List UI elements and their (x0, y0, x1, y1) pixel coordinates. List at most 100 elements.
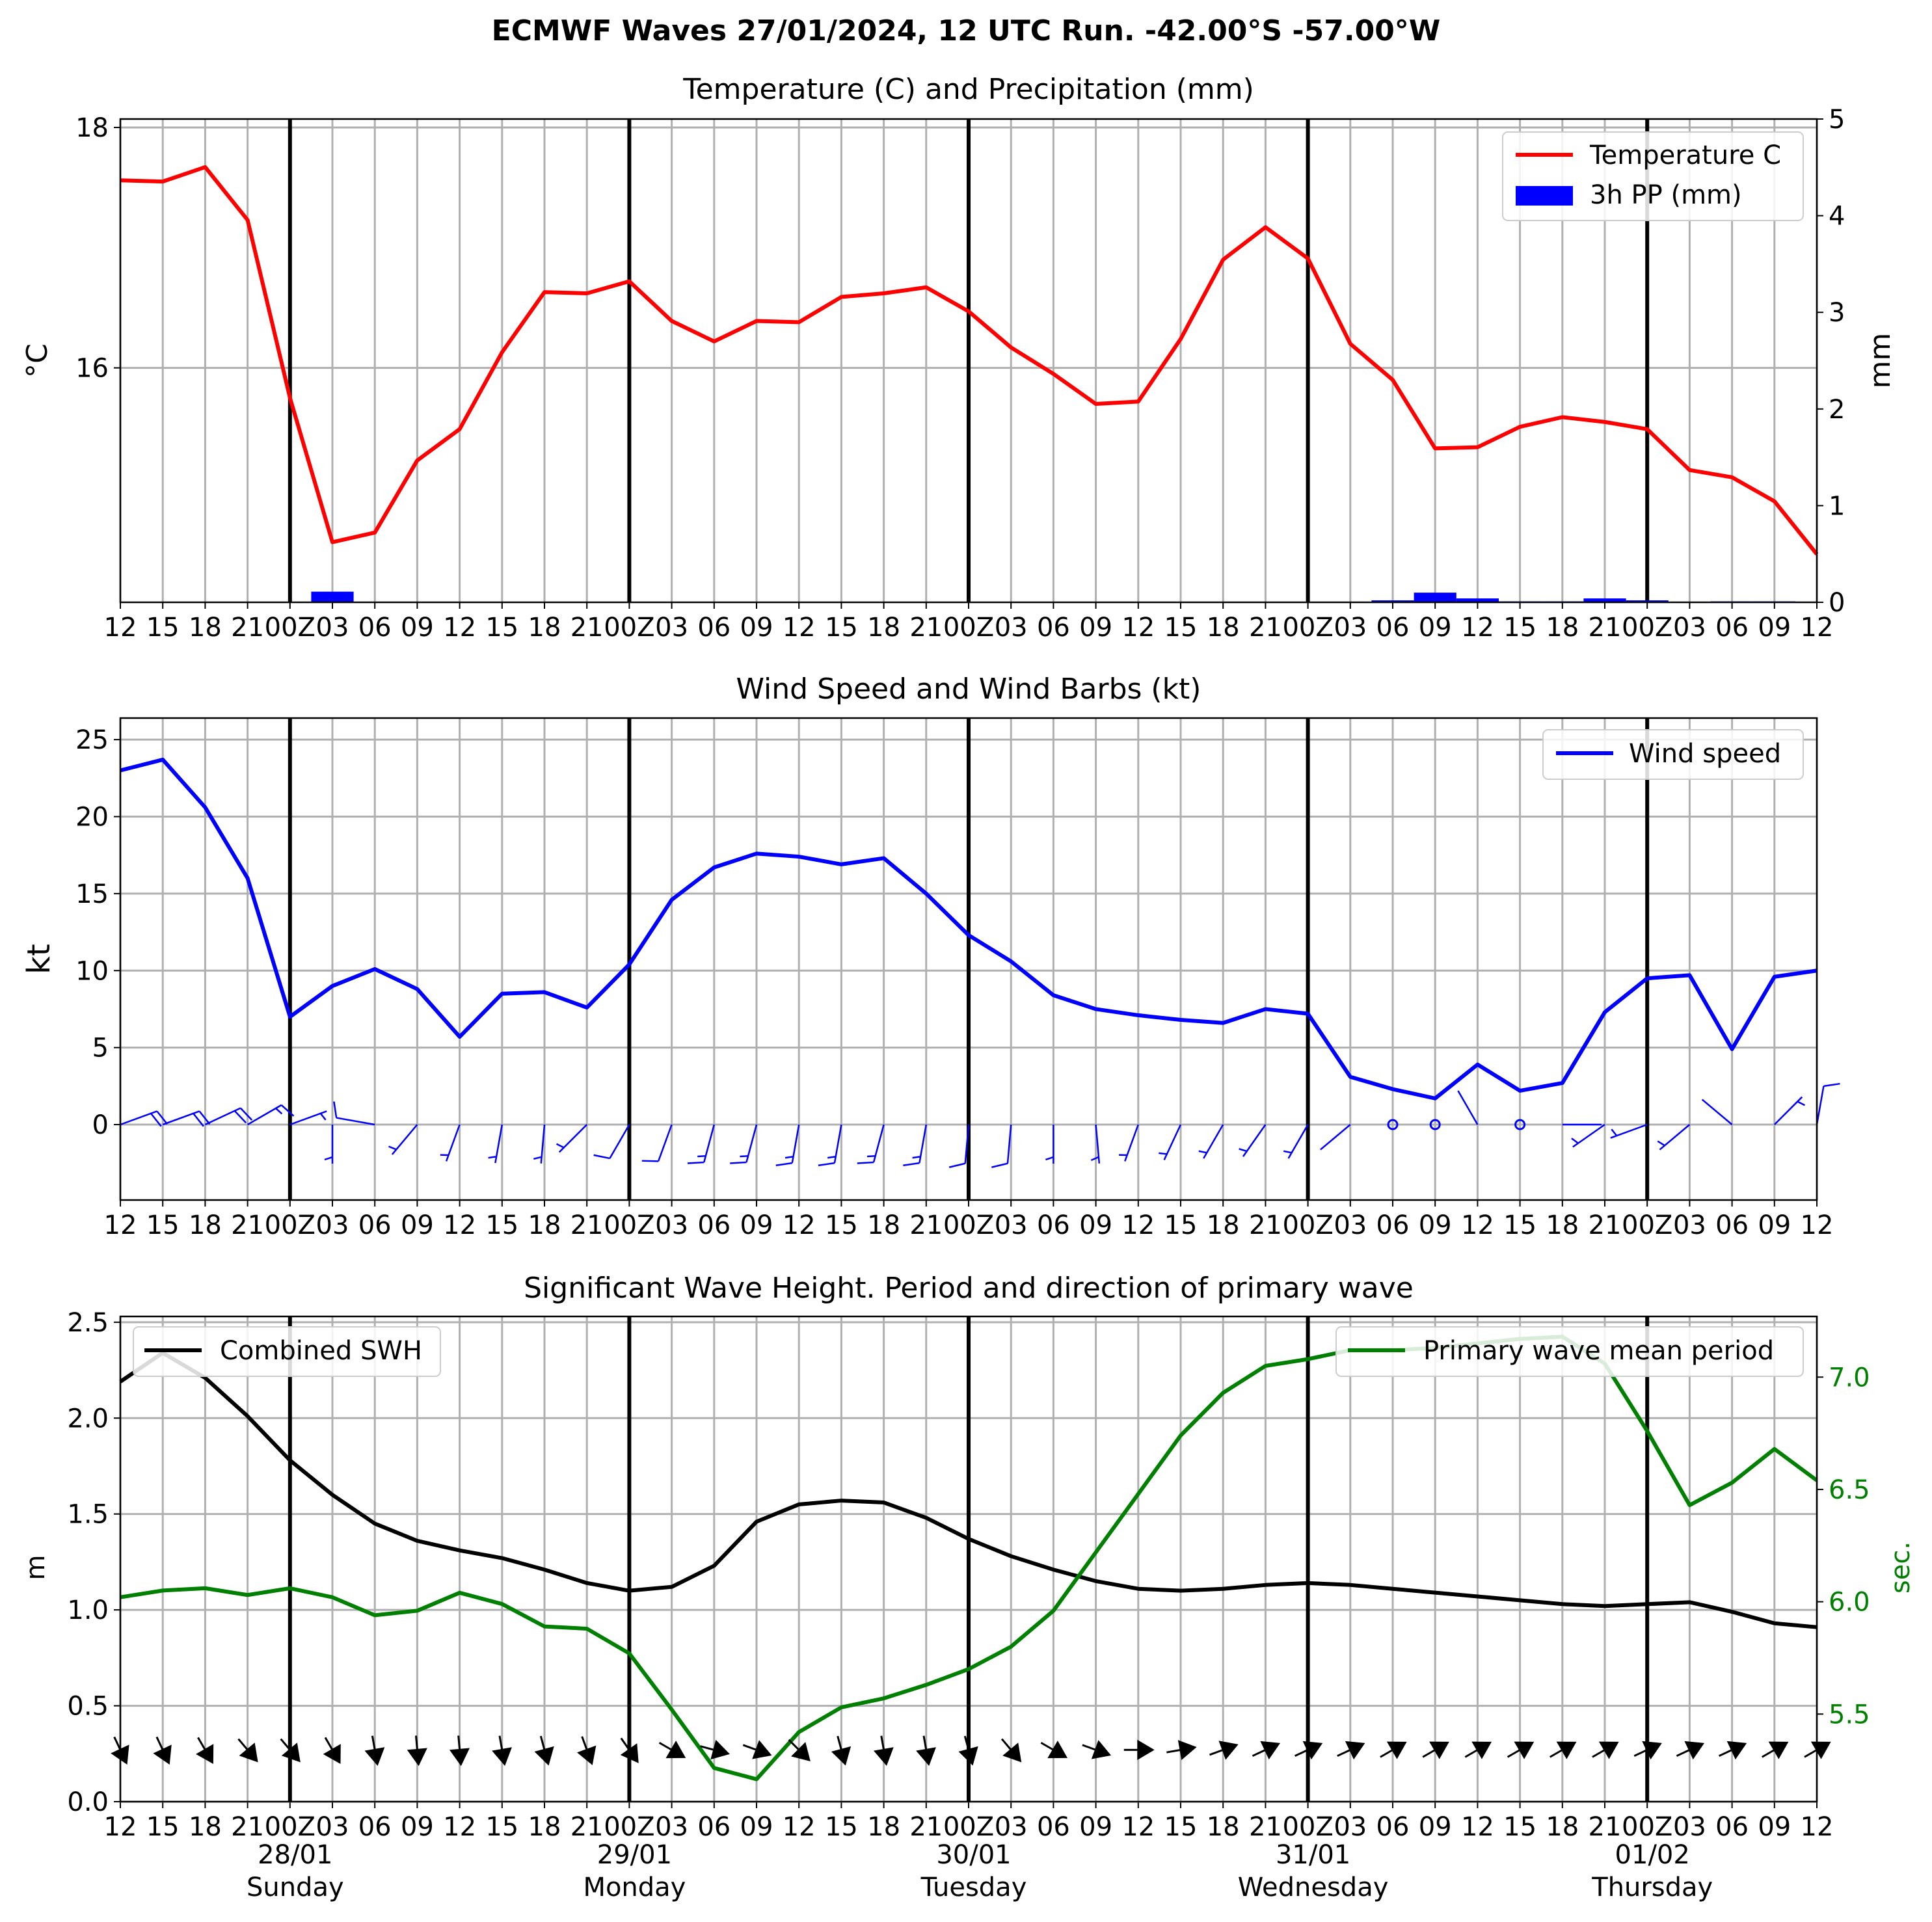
x-tick-label: 03 (1334, 613, 1367, 643)
y2-tick-label: 0 (1829, 588, 1845, 618)
plot-frame (119, 1315, 1818, 1803)
wind-barb (1119, 1124, 1139, 1162)
precipitation-bar (311, 591, 354, 602)
wind-barb (120, 1110, 168, 1127)
y-tick-label: 1.5 (67, 1500, 109, 1530)
wave-direction-arrow (658, 1741, 686, 1759)
x-tick-label: 15 (146, 613, 180, 643)
day-weekday-label: Tuesday (920, 1873, 1027, 1902)
wind-barb (948, 1124, 970, 1168)
wind-barb (556, 1124, 588, 1153)
y-axis-label: m (21, 1555, 51, 1581)
y-tick-label: 2.0 (67, 1404, 109, 1434)
wave-direction-arrow (492, 1735, 512, 1766)
wind-barb (488, 1124, 503, 1164)
x-tick-label: 09 (1419, 1812, 1452, 1842)
y-tick-label: 0 (92, 1110, 109, 1140)
x-tick-label: 18 (1207, 1210, 1240, 1240)
x-tick-label: 21 (1249, 613, 1282, 643)
y2-tick-label: 5.5 (1829, 1700, 1870, 1729)
wind-barb (1239, 1124, 1267, 1157)
x-tick-label: 12 (1801, 1210, 1834, 1240)
x-tick-label: 18 (189, 613, 222, 643)
x-tick-label: 06 (358, 613, 392, 643)
wave-direction-arrow (1082, 1740, 1112, 1759)
x-tick-label: 21 (1249, 1210, 1282, 1240)
x-tick-label: 03 (1673, 613, 1706, 643)
x-tick-label: 18 (1546, 1812, 1579, 1842)
x-tick-label: 18 (1207, 613, 1240, 643)
x-tick-label: 15 (825, 1812, 858, 1842)
x-tick-label: 12 (1121, 613, 1155, 643)
wind-barb (1283, 1124, 1309, 1159)
wind-barb (775, 1124, 800, 1167)
precipitation-bar (1626, 600, 1669, 602)
wave-direction-arrow (742, 1740, 772, 1759)
legend-label-temperature: Temperature C (1589, 140, 1781, 170)
x-tick-label: 03 (316, 1210, 349, 1240)
x-tick-label: 18 (867, 613, 900, 643)
legend-box (1542, 729, 1804, 780)
wave-panel: Significant Wave Height. Period and dire… (21, 1272, 1916, 1902)
day-date-label: 29/01 (597, 1840, 672, 1870)
panel-title: Temperature (C) and Precipitation (mm) (682, 73, 1254, 106)
swh-line (119, 1351, 1818, 1629)
x-tick-label: 09 (1758, 613, 1791, 643)
y-axis-label: °C (21, 343, 54, 378)
x-tick-label: 15 (1164, 1210, 1198, 1240)
x-tick-label: 15 (1164, 1812, 1198, 1842)
y2-axis-label: sec. (1886, 1542, 1916, 1594)
x-tick-label: 15 (485, 1210, 518, 1240)
x-tick-label: 18 (528, 613, 561, 643)
x-tick-label: 06 (1715, 1210, 1749, 1240)
wind-barb (1457, 1090, 1479, 1125)
x-tick-label: 06 (697, 1812, 731, 1842)
x-tick-label: 15 (485, 1812, 518, 1842)
wave-direction-arrow (449, 1735, 470, 1767)
x-tick-label: 09 (1419, 1210, 1452, 1240)
x-tick-label: 12 (443, 1210, 476, 1240)
x-tick-label: 12 (1461, 1210, 1494, 1240)
x-tick-label: 12 (1801, 1812, 1834, 1842)
wind-barb (204, 1107, 253, 1126)
x-tick-label: 09 (740, 613, 773, 643)
y-tick-label: 18 (75, 113, 109, 143)
y2-tick-label: 7.0 (1829, 1363, 1870, 1393)
day-weekday-label: Wednesday (1238, 1873, 1389, 1902)
x-tick-label: 06 (1037, 613, 1070, 643)
wind-barb (641, 1124, 673, 1162)
x-tick-label: 15 (1503, 1812, 1536, 1842)
wave-direction-arrow (196, 1737, 214, 1764)
wind-barb (1816, 1082, 1840, 1125)
wave-direction-arrow (1633, 1741, 1662, 1760)
precipitation-bar (1456, 598, 1499, 602)
y2-tick-label: 1 (1829, 491, 1845, 521)
day-date-label: 31/01 (1276, 1840, 1350, 1870)
x-tick-label: 06 (697, 613, 731, 643)
y-tick-label: 10 (75, 956, 109, 986)
y-tick-label: 15 (75, 879, 109, 909)
precipitation-bar (1371, 600, 1414, 602)
day-weekday-label: Sunday (247, 1873, 344, 1902)
wind-barb (903, 1124, 928, 1167)
wave-direction-arrow (1719, 1741, 1747, 1760)
x-tick-label: 12 (783, 1812, 816, 1842)
wind-barb (333, 1101, 375, 1126)
wave-direction-arrow (620, 1737, 639, 1763)
x-tick-label: 03 (1673, 1210, 1706, 1240)
x-tick-label: 00Z (943, 1812, 994, 1842)
wave-direction-arrow (1166, 1740, 1197, 1761)
x-tick-label: 21 (909, 1812, 943, 1842)
wave-direction-arrow (1123, 1739, 1155, 1761)
legend-swatch-precipitation (1516, 186, 1573, 206)
x-tick-label: 15 (485, 613, 518, 643)
x-tick-label: 12 (443, 613, 476, 643)
x-tick-label: 09 (1419, 613, 1452, 643)
wave-direction-arrow (407, 1735, 427, 1767)
wave-direction-arrow (1209, 1741, 1239, 1760)
wave-direction-arrow (1295, 1741, 1323, 1760)
legend-box-period (1335, 1326, 1804, 1377)
wave-direction-arrow (1000, 1738, 1022, 1763)
day-date-label: 28/01 (258, 1840, 332, 1870)
y-tick-label: 2.5 (67, 1308, 109, 1338)
